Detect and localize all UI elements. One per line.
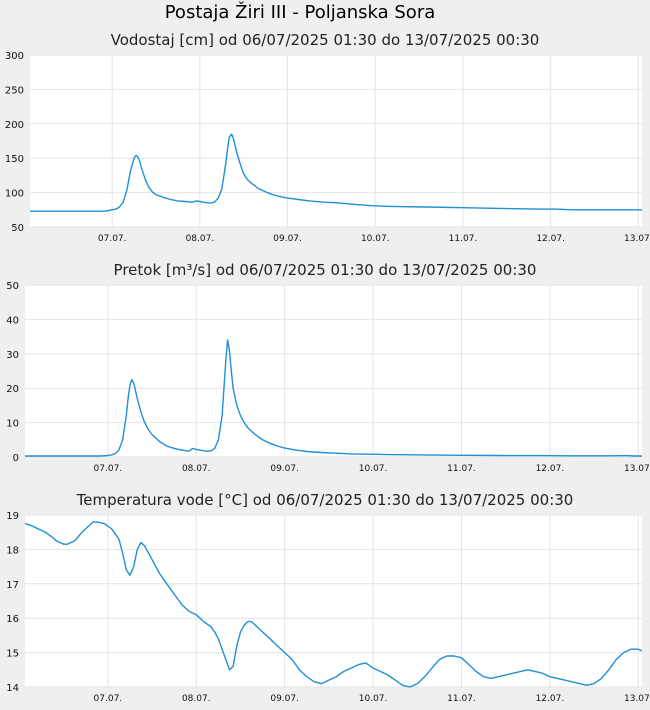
chart-discharge: 0 10 20 30 40 50 07.07. 08.07. 09.07. 10.07. 11.07… bbox=[6, 281, 650, 474]
y-tick-label: 10 bbox=[6, 419, 19, 430]
y-tick-label: 14 bbox=[6, 683, 19, 694]
x-tick-label: 10.07. bbox=[359, 694, 388, 704]
chart-title-discharge: Pretok [m³/s] od 06/07/2025 01:30 do 13/… bbox=[113, 261, 537, 279]
x-tick-label: 13.07. bbox=[624, 694, 650, 704]
y-tick-label: 19 bbox=[6, 511, 19, 522]
x-tick-label: 07.07. bbox=[94, 464, 123, 474]
y-tick-label: 300 bbox=[5, 51, 24, 62]
x-tick-label: 09.07. bbox=[273, 234, 302, 244]
x-tick-label: 09.07. bbox=[270, 464, 299, 474]
y-tick-label: 18 bbox=[6, 545, 19, 556]
x-tick-label: 07.07. bbox=[98, 234, 127, 244]
y-tick-label: 200 bbox=[5, 120, 24, 131]
x-tick-label: 11.07. bbox=[447, 464, 476, 474]
x-tick-label: 11.07. bbox=[449, 234, 478, 244]
x-tick-label: 12.07. bbox=[536, 694, 565, 704]
x-tick-label: 08.07. bbox=[186, 234, 215, 244]
x-tick-label: 09.07. bbox=[270, 694, 299, 704]
x-tick-label: 12.07. bbox=[536, 464, 565, 474]
y-tick-label: 250 bbox=[5, 85, 24, 96]
chart-title-water-level: Vodostaj [cm] od 06/07/2025 01:30 do 13/… bbox=[110, 31, 540, 49]
plot-area bbox=[25, 515, 642, 687]
chart-water-level: 50 100 150 200 250 300 07.07. 08.07. 09.07. 10.07… bbox=[5, 51, 650, 244]
x-tick-label: 08.07. bbox=[182, 464, 211, 474]
y-tick-label: 16 bbox=[6, 614, 19, 625]
y-tick-label: 0 bbox=[13, 453, 19, 464]
y-tick-label: 50 bbox=[6, 281, 19, 292]
y-tick-label: 20 bbox=[6, 384, 19, 395]
plot-area bbox=[30, 55, 642, 227]
y-tick-label: 40 bbox=[6, 315, 19, 326]
x-tick-label: 13.07. bbox=[624, 234, 650, 244]
series-line bbox=[25, 339, 642, 457]
y-tick-label: 30 bbox=[6, 350, 19, 361]
x-tick-label: 11.07. bbox=[447, 694, 476, 704]
y-tick-label: 17 bbox=[6, 580, 19, 591]
x-tick-label: 08.07. bbox=[182, 694, 211, 704]
y-tick-label: 50 bbox=[11, 223, 24, 234]
x-tick-label: 12.07. bbox=[536, 234, 565, 244]
series-line bbox=[24, 521, 643, 688]
plot-area bbox=[25, 285, 642, 457]
x-tick-label: 13.07. bbox=[624, 464, 650, 474]
x-tick-label: 10.07. bbox=[361, 234, 390, 244]
page-title: Postaja Žiri III - Poljanska Sora bbox=[164, 2, 436, 23]
y-tick-label: 100 bbox=[5, 189, 24, 200]
y-tick-label: 150 bbox=[5, 154, 24, 165]
x-tick-label: 10.07. bbox=[359, 464, 388, 474]
series-line bbox=[30, 133, 642, 212]
y-tick-label: 15 bbox=[6, 649, 19, 660]
x-tick-label: 07.07. bbox=[94, 694, 123, 704]
chart-title-water-temperature: Temperatura vode [°C] od 06/07/2025 01:3… bbox=[76, 491, 574, 509]
